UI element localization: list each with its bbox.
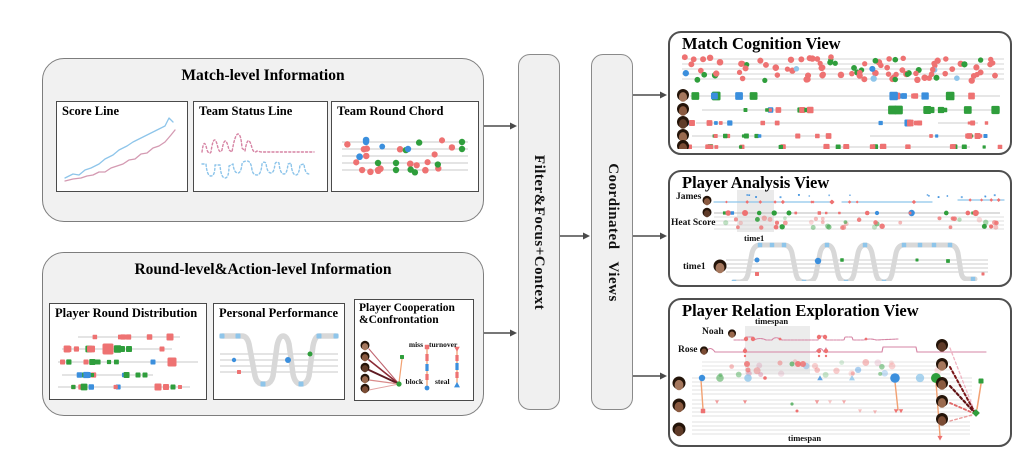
team-status-line-title: Team Status Line (199, 104, 293, 118)
round-level-title: Round-level&Action-level Information (134, 261, 392, 278)
score-line-title: Score Line (62, 104, 120, 118)
score-line-chart (64, 117, 176, 182)
steal-label: steal (435, 377, 450, 386)
team-status-line-chart (201, 133, 315, 179)
player-cooperation-panel: Player Cooperation &Confrontation miss t… (354, 299, 474, 401)
filter-focus-context-label: Filter&Focus+Context (531, 154, 548, 310)
player-relation-chart (672, 326, 987, 441)
timespan-top-label: timespan (755, 316, 789, 326)
coordinated-views-label: Coordinated Views (604, 162, 621, 302)
heat-score-label: Heat Score (671, 218, 716, 228)
time1-row-label: time1 (683, 262, 706, 272)
match-cognition-chart (677, 54, 1004, 149)
team-status-line-panel: Team Status Line (193, 101, 328, 192)
james-label: James (676, 192, 702, 202)
player-cooperation-chart (360, 340, 460, 394)
player-relation-title: Player Relation Exploration View (682, 301, 919, 320)
block-label: block (405, 377, 423, 386)
player-cooperation-title-line1: Player Cooperation (359, 302, 455, 314)
noah-label: Noah (702, 327, 724, 337)
player-analysis-title: Player Analysis View (682, 173, 830, 192)
player-analysis-chart (702, 190, 1005, 281)
match-cognition-title: Match Cognition View (682, 34, 841, 53)
personal-performance-panel: Personal Performance (213, 303, 345, 400)
team-round-chord-panel: Team Round Chord (331, 101, 479, 192)
coordinated-views-bar: Coordinated Views (591, 54, 633, 410)
player-cooperation-title: Player Cooperation &Confrontation (359, 302, 455, 326)
player-round-distribution-chart (58, 333, 198, 391)
player-round-distribution-panel: Player Round Distribution (49, 303, 207, 400)
time1-band-label: time1 (744, 233, 765, 243)
score-line-panel: Score Line (56, 101, 188, 192)
round-level-box: Round-level&Action-level Information Pla… (42, 252, 484, 416)
match-cognition-view: Match Cognition View (668, 31, 1012, 155)
player-analysis-view: Player Analysis View James Heat Score ti… (668, 170, 1012, 287)
match-level-title: Match-level Information (181, 67, 345, 84)
personal-performance-title: Personal Performance (219, 306, 339, 320)
turnover-label: turnover (429, 340, 458, 349)
rose-label: Rose (678, 345, 698, 355)
player-relation-view: Player Relation Exploration View timespa… (668, 298, 1012, 447)
player-round-distribution-title: Player Round Distribution (55, 306, 198, 320)
personal-performance-chart (219, 333, 339, 387)
team-round-chord-title: Team Round Chord (337, 104, 444, 118)
match-level-box: Match-level Information Score Line Team … (42, 58, 484, 222)
player-cooperation-title-line2: &Confrontation (359, 314, 439, 327)
timespan-bottom-label: timespan (788, 433, 822, 443)
filter-focus-context-bar: Filter&Focus+Context (518, 54, 560, 410)
miss-label: miss (408, 340, 423, 349)
team-round-chord-chart (342, 136, 468, 176)
